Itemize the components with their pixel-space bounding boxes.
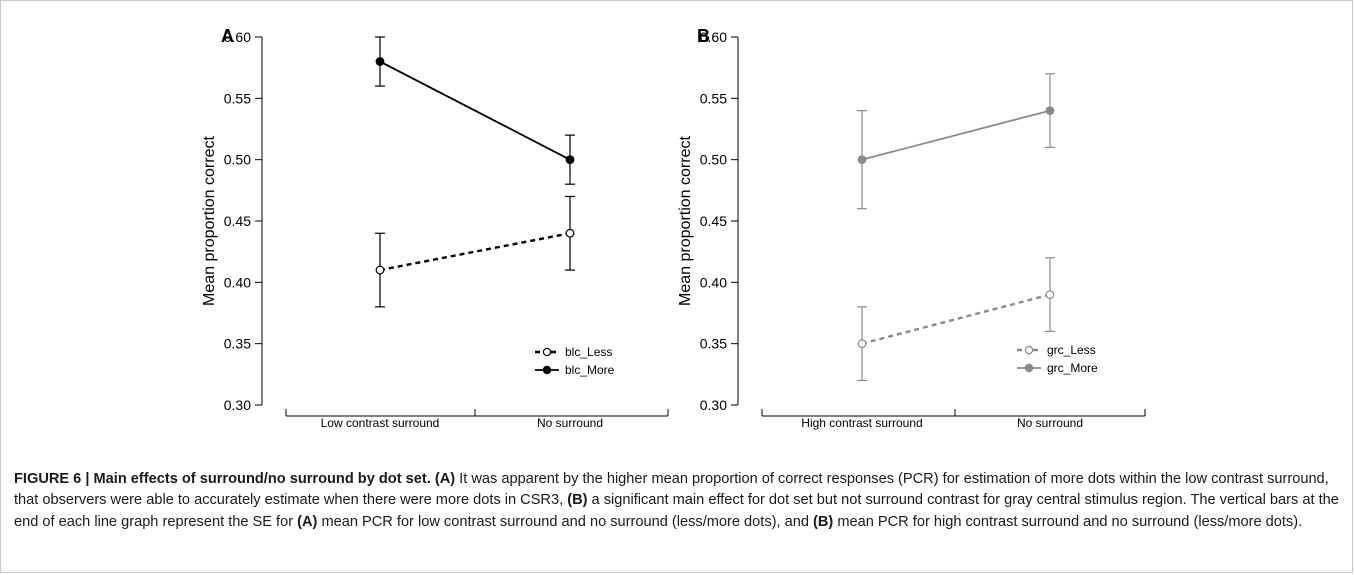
x-category-label: Low contrast surround bbox=[321, 416, 440, 430]
data-point-blc_Less bbox=[565, 228, 575, 238]
x-category-label: No surround bbox=[537, 416, 603, 430]
panel-label: B bbox=[697, 26, 710, 46]
y-tick-label: 0.35 bbox=[700, 336, 727, 352]
y-tick-label: 0.40 bbox=[700, 274, 727, 290]
y-tick-label: 0.50 bbox=[224, 152, 251, 168]
y-tick-label: 0.40 bbox=[224, 274, 251, 290]
caption-label: FIGURE 6 | Main effects of surround/no s… bbox=[14, 471, 431, 487]
caption-part: mean PCR for high contrast surround and … bbox=[833, 513, 1303, 530]
series-line-grc_More bbox=[861, 109, 1051, 161]
data-point-grc_More bbox=[1045, 106, 1055, 115]
y-tick-label: 0.55 bbox=[224, 90, 251, 106]
caption-part: (B) bbox=[813, 513, 834, 530]
y-tick-label: 0.50 bbox=[700, 152, 727, 168]
panel-label: A bbox=[221, 26, 234, 46]
caption-part: (A) bbox=[430, 471, 456, 487]
y-tick-label: 0.45 bbox=[224, 213, 251, 229]
caption-part: a significant main effect for dot set bu… bbox=[14, 492, 1339, 530]
legend-entry: grc_More bbox=[1047, 361, 1098, 375]
data-point-blc_More bbox=[565, 155, 575, 165]
caption-part: It was apparent by the higher mean propo… bbox=[14, 471, 1329, 509]
data-point-grc_More bbox=[857, 155, 867, 165]
y-tick-label: 0.45 bbox=[700, 213, 727, 229]
x-category-label: High contrast surround bbox=[801, 416, 922, 430]
y-tick-label: 0.35 bbox=[224, 336, 251, 352]
figure-caption: FIGURE 6 | Main effects of surround/no s… bbox=[14, 469, 1339, 533]
figure-charts: A 0.30 0.35 0.40 0.45 0.50 0.55 0.60 Mean propor… bbox=[201, 26, 1146, 430]
series-line-grc_Less bbox=[861, 293, 1051, 345]
series-line-blc_Less bbox=[379, 232, 571, 272]
caption-part: (B) bbox=[567, 492, 588, 509]
x-category-label: No surround bbox=[1017, 416, 1083, 430]
data-point-grc_Less bbox=[1045, 290, 1055, 300]
legend-marker bbox=[1024, 363, 1034, 373]
y-tick-label: 0.60 bbox=[700, 29, 727, 45]
y-tick-label: 0.30 bbox=[224, 397, 251, 413]
caption-part: mean PCR for low contrast surround and n… bbox=[317, 513, 814, 530]
y-tick-label: 0.55 bbox=[700, 90, 727, 106]
y-axis-label: Mean proportion correct bbox=[201, 136, 218, 306]
legend-marker bbox=[542, 347, 552, 357]
data-point-blc_More bbox=[375, 57, 385, 66]
data-point-blc_Less bbox=[375, 265, 385, 275]
y-axis-label: Mean proportion correct bbox=[677, 136, 694, 306]
legend-entry: blc_More bbox=[565, 363, 615, 377]
legend-entry: grc_Less bbox=[1047, 343, 1096, 357]
legend-marker bbox=[1024, 345, 1034, 355]
legend-marker bbox=[542, 365, 552, 375]
data-point-grc_Less bbox=[857, 339, 867, 349]
y-tick-label: 0.60 bbox=[224, 29, 251, 45]
legend-entry: blc_Less bbox=[565, 345, 612, 359]
caption-part: (A) bbox=[297, 513, 318, 530]
series-line-blc_More bbox=[379, 60, 571, 161]
y-tick-label: 0.30 bbox=[700, 397, 727, 413]
